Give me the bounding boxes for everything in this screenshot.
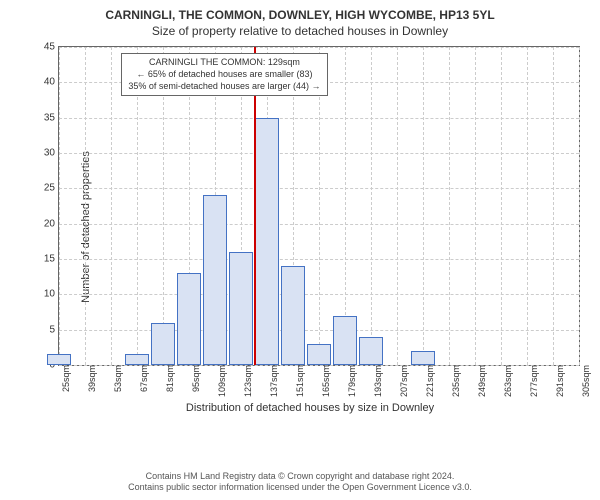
grid-line-v	[449, 47, 450, 365]
x-tick: 221sqm	[423, 365, 435, 397]
title-main: CARNINGLI, THE COMMON, DOWNLEY, HIGH WYC…	[0, 0, 600, 22]
x-tick: 25sqm	[59, 365, 71, 392]
grid-line-v	[579, 47, 580, 365]
y-tick: 15	[44, 254, 59, 265]
x-tick: 109sqm	[215, 365, 227, 397]
histogram-bar	[177, 273, 200, 365]
grid-line-v	[371, 47, 372, 365]
y-tick: 40	[44, 77, 59, 88]
footer-line-2: Contains public sector information licen…	[0, 482, 600, 494]
x-tick: 207sqm	[397, 365, 409, 397]
histogram-bar	[359, 337, 382, 365]
y-tick: 20	[44, 218, 59, 229]
histogram-bar	[281, 266, 304, 365]
grid-line-v	[85, 47, 86, 365]
y-tick: 10	[44, 289, 59, 300]
grid-line-v	[111, 47, 112, 365]
x-tick: 81sqm	[163, 365, 175, 392]
x-tick: 165sqm	[319, 365, 331, 397]
x-tick: 179sqm	[345, 365, 357, 397]
y-tick: 35	[44, 112, 59, 123]
x-tick: 53sqm	[111, 365, 123, 392]
x-tick: 137sqm	[267, 365, 279, 397]
annotation-box: CARNINGLI THE COMMON: 129sqm← 65% of det…	[121, 53, 327, 96]
x-tick: 291sqm	[553, 365, 565, 397]
grid-line-v	[501, 47, 502, 365]
histogram-bar	[125, 354, 148, 365]
footer-line-1: Contains HM Land Registry data © Crown c…	[0, 471, 600, 483]
histogram-bar	[203, 195, 226, 365]
x-axis-label: Distribution of detached houses by size …	[30, 402, 590, 414]
title-sub: Size of property relative to detached ho…	[0, 22, 600, 42]
histogram-bar	[229, 252, 252, 365]
footer-attribution: Contains HM Land Registry data © Crown c…	[0, 471, 600, 494]
grid-line-v	[527, 47, 528, 365]
grid-line-v	[397, 47, 398, 365]
histogram-bar	[307, 344, 330, 365]
annotation-line1: CARNINGLI THE COMMON: 129sqm	[128, 57, 320, 69]
y-tick: 30	[44, 148, 59, 159]
grid-line-v	[59, 47, 60, 365]
y-tick: 45	[44, 42, 59, 53]
x-tick: 249sqm	[475, 365, 487, 397]
annotation-line3: 35% of semi-detached houses are larger (…	[128, 81, 320, 93]
histogram-bar	[411, 351, 434, 365]
x-tick: 39sqm	[85, 365, 97, 392]
y-tick: 5	[49, 324, 59, 335]
y-tick: 25	[44, 183, 59, 194]
histogram-bar	[47, 354, 70, 365]
x-tick: 235sqm	[449, 365, 461, 397]
x-tick: 123sqm	[241, 365, 253, 397]
annotation-line2: ← 65% of detached houses are smaller (83…	[128, 69, 320, 81]
chart-container: Number of detached properties 0510152025…	[30, 42, 590, 412]
x-tick: 263sqm	[501, 365, 513, 397]
grid-line-v	[553, 47, 554, 365]
histogram-bar	[255, 118, 278, 365]
x-tick: 151sqm	[293, 365, 305, 397]
grid-line-v	[475, 47, 476, 365]
plot-area: 05101520253035404525sqm39sqm53sqm67sqm81…	[58, 46, 580, 366]
histogram-bar	[333, 316, 356, 365]
x-tick: 305sqm	[579, 365, 591, 397]
grid-line-v	[423, 47, 424, 365]
histogram-bar	[151, 323, 174, 365]
x-tick: 193sqm	[371, 365, 383, 397]
x-tick: 277sqm	[527, 365, 539, 397]
x-tick: 95sqm	[189, 365, 201, 392]
x-tick: 67sqm	[137, 365, 149, 392]
